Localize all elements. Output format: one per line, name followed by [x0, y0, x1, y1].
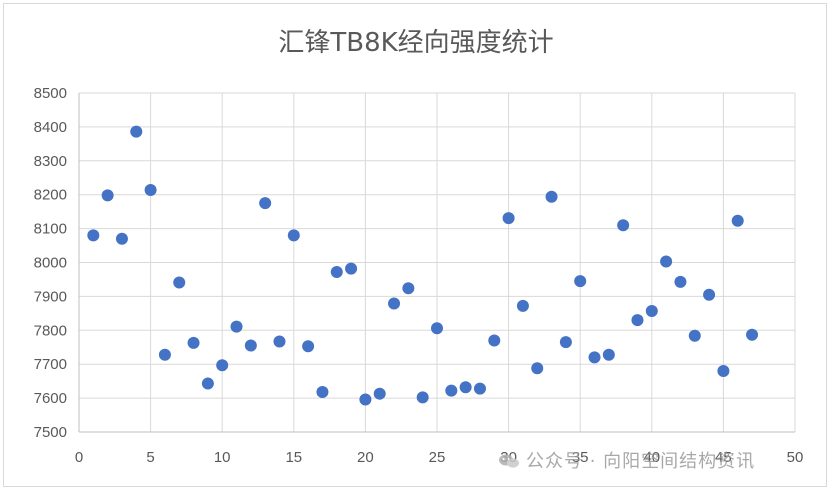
data-point [688, 329, 701, 342]
y-tick-label: 8500 [34, 85, 67, 102]
data-point [230, 320, 243, 333]
data-point [473, 382, 486, 395]
y-tick-labels: 7500 7600 7700 7800 7900 8000 8100 8200 8300 8400… [34, 85, 67, 441]
data-points [87, 125, 759, 406]
data-point [674, 275, 687, 288]
y-tick-label: 8000 [34, 255, 67, 272]
data-point [273, 335, 286, 348]
x-tick-label: 40 [643, 449, 660, 466]
data-point [431, 322, 443, 335]
data-point [602, 348, 615, 361]
wechat-icon [499, 454, 519, 468]
axes [78, 93, 795, 433]
watermark-text: 公众号 · 向阳空间结构资讯 [526, 451, 756, 472]
data-point [645, 304, 658, 317]
x-tick-label: 5 [146, 449, 154, 466]
x-tick-label: 50 [787, 449, 804, 466]
x-tick-label: 45 [715, 449, 732, 466]
data-point [574, 275, 587, 288]
data-point [115, 232, 128, 245]
data-point [488, 334, 501, 347]
y-tick-label: 7800 [34, 322, 67, 339]
data-point [216, 359, 229, 372]
x-tick-label: 35 [572, 449, 589, 466]
data-point [259, 197, 272, 210]
data-point [130, 125, 143, 138]
data-point [746, 328, 759, 341]
data-point [302, 340, 315, 353]
data-point [330, 265, 343, 278]
data-point [373, 387, 386, 400]
data-point [345, 262, 358, 275]
data-point [516, 299, 529, 312]
y-tick-label: 8100 [34, 221, 67, 238]
y-tick-label: 8200 [34, 187, 67, 204]
data-point [502, 212, 515, 225]
data-point [731, 214, 744, 227]
data-point [144, 183, 157, 196]
chart-title: 汇锋TB8K经向强度统计 [278, 28, 554, 58]
data-point [316, 385, 329, 398]
data-point [631, 314, 644, 327]
data-point [459, 381, 472, 394]
data-point [201, 377, 214, 390]
data-point [158, 348, 171, 361]
y-tick-label: 7600 [34, 390, 67, 407]
y-tick-label: 8400 [34, 119, 67, 136]
y-tick-label: 7900 [34, 288, 67, 305]
data-point [559, 336, 572, 349]
y-tick-label: 7700 [34, 356, 67, 373]
data-point [244, 339, 257, 352]
data-point [388, 297, 401, 310]
y-tick-label: 7500 [34, 424, 67, 441]
data-point [359, 393, 372, 406]
data-point [717, 364, 730, 377]
data-point [87, 229, 100, 242]
x-tick-label: 15 [285, 449, 302, 466]
data-point [617, 219, 630, 232]
data-point [703, 288, 716, 301]
y-tick-label: 8300 [34, 153, 67, 170]
x-tick-label: 25 [429, 449, 446, 466]
data-point [187, 336, 200, 349]
watermark: 公众号 · 向阳空间结构资讯 [498, 447, 755, 473]
x-tick-label: 10 [214, 449, 231, 466]
data-point [402, 282, 415, 295]
data-point [287, 229, 300, 242]
data-point [101, 189, 114, 202]
data-point [173, 276, 186, 289]
data-point [416, 391, 429, 404]
data-point [531, 362, 544, 375]
data-point [588, 351, 601, 364]
x-tick-label: 20 [357, 449, 374, 466]
data-point [545, 190, 558, 203]
data-point [660, 255, 673, 268]
grid-lines [79, 92, 796, 432]
x-tick-label: 0 [75, 449, 83, 466]
chart-frame [3, 3, 827, 487]
data-point [445, 384, 458, 397]
